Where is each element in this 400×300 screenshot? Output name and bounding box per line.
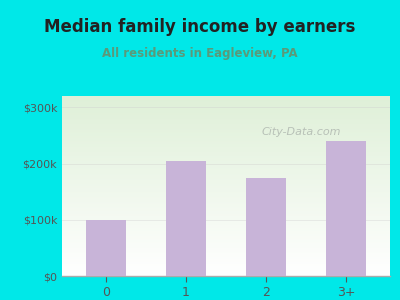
Text: Median family income by earners: Median family income by earners [44, 18, 356, 36]
Bar [246, 178, 286, 276]
Text: All residents in Eagleview, PA: All residents in Eagleview, PA [102, 46, 298, 59]
Bar [326, 141, 366, 276]
Bar [86, 220, 126, 276]
Bar [166, 161, 206, 276]
Text: City-Data.com: City-Data.com [262, 127, 341, 137]
